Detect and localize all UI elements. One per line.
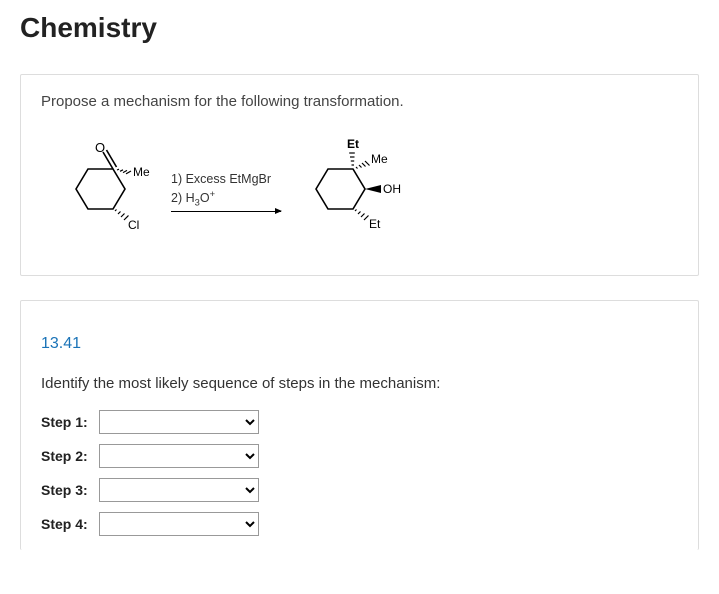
svg-text:Et: Et — [369, 217, 381, 231]
svg-text:Cl: Cl — [128, 218, 139, 232]
reactant-molecule: O Me Cl — [51, 139, 161, 244]
svg-text:Me: Me — [371, 152, 388, 166]
step-row: Step 1: — [41, 410, 678, 434]
svg-text:Me: Me — [133, 165, 150, 179]
step-label: Step 3: — [41, 482, 99, 498]
step-row: Step 4: — [41, 512, 678, 536]
step-3-select[interactable] — [99, 478, 259, 502]
step-label: Step 4: — [41, 516, 99, 532]
svg-text:OH: OH — [383, 182, 401, 196]
step-row: Step 2: — [41, 444, 678, 468]
reagent-line-2: 2) H3O+ — [171, 188, 281, 209]
step-label: Step 2: — [41, 448, 99, 464]
step-2-select[interactable] — [99, 444, 259, 468]
reaction-arrow-block: 1) Excess EtMgBr 2) H3O+ — [171, 171, 281, 212]
svg-text:Et: Et — [347, 137, 359, 151]
problem-prompt: Propose a mechanism for the following tr… — [41, 93, 678, 110]
answer-card: 13.41 Identify the most likely sequence … — [20, 300, 699, 550]
problem-statement-card: Propose a mechanism for the following tr… — [20, 74, 699, 276]
reagent-line-1: 1) Excess EtMgBr — [171, 171, 281, 188]
product-molecule: Et Me OH Et — [291, 134, 421, 249]
step-label: Step 1: — [41, 414, 99, 430]
problem-number: 13.41 — [41, 335, 678, 353]
step-4-select[interactable] — [99, 512, 259, 536]
page-title: Chemistry — [20, 12, 699, 44]
mechanism-prompt: Identify the most likely sequence of ste… — [41, 375, 678, 392]
svg-text:O: O — [95, 140, 105, 155]
step-1-select[interactable] — [99, 410, 259, 434]
step-row: Step 3: — [41, 478, 678, 502]
reaction-arrow-icon — [171, 211, 281, 212]
reaction-diagram: O Me Cl — [41, 128, 678, 255]
